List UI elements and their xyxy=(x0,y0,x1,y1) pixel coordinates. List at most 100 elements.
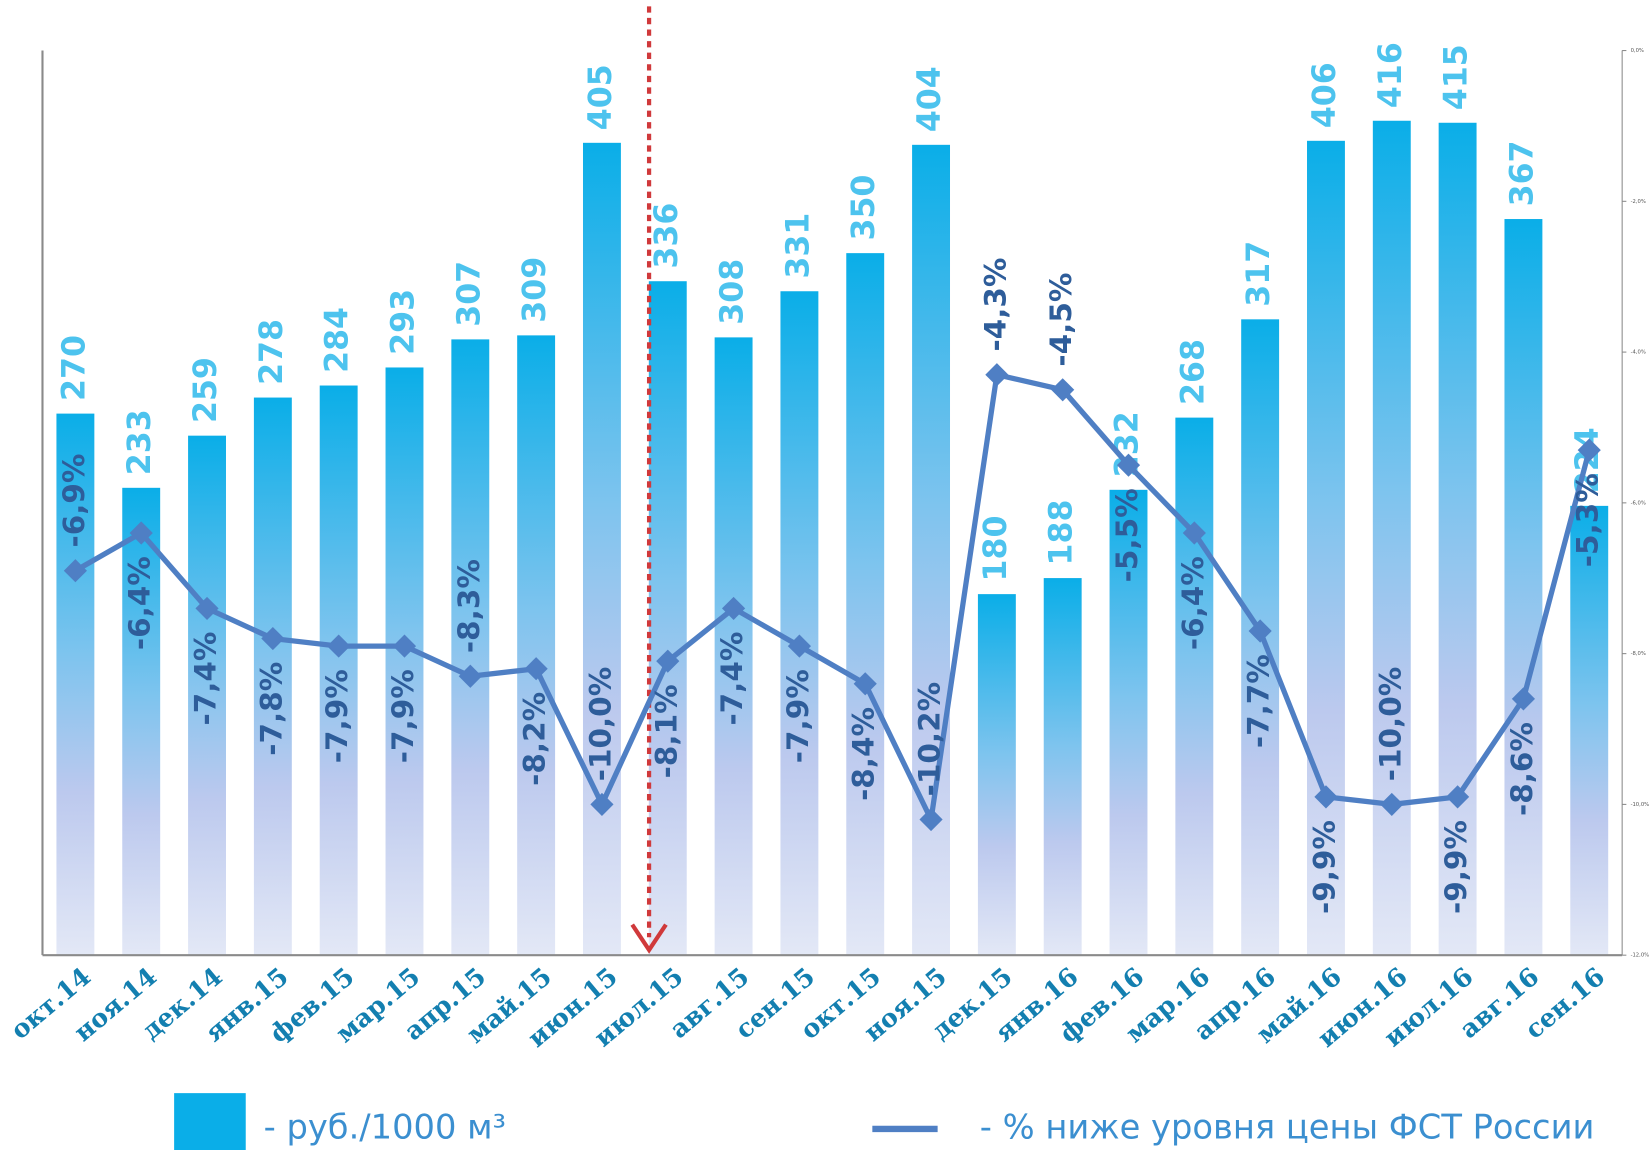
line-value-label: -7,9% xyxy=(386,669,420,763)
line-value-label: -5,5% xyxy=(1110,488,1144,582)
bar-value-label: 180 xyxy=(978,516,1014,582)
bar xyxy=(188,435,226,956)
y2-tick-label: -10,0% xyxy=(1631,802,1650,808)
line-marker xyxy=(656,649,680,673)
bar xyxy=(122,487,161,956)
y2-tick-label: -6,0% xyxy=(1631,500,1646,506)
bar-value-label: 284 xyxy=(320,307,356,373)
line-value-label: -9,9% xyxy=(1439,820,1473,914)
marker-arrow xyxy=(630,923,668,954)
bar-value-label: 367 xyxy=(1504,140,1540,206)
bar-value-label: 233 xyxy=(122,409,158,475)
bar-value-label: 309 xyxy=(517,257,553,323)
line-marker xyxy=(524,657,548,681)
line xyxy=(74,372,1592,823)
line-value-label: -8,4% xyxy=(847,707,881,801)
line-marker xyxy=(919,807,943,832)
bar xyxy=(714,337,753,956)
line-marker xyxy=(1051,378,1075,402)
line-value-label: -10,2% xyxy=(913,682,947,796)
line-value-label: -4,3% xyxy=(978,258,1012,352)
bar-value-label: 270 xyxy=(56,335,92,401)
bar-value-label: 406 xyxy=(1307,62,1343,128)
bar-value-label: 293 xyxy=(385,289,421,355)
bar xyxy=(1307,140,1345,956)
bar-value-label: 278 xyxy=(254,319,290,385)
bar-value-label: 405 xyxy=(583,64,619,130)
line-value-label: -7,4% xyxy=(189,632,223,726)
bar xyxy=(582,142,621,956)
y2-tick-label: -2,0% xyxy=(1631,199,1646,205)
line-value-label: -7,7% xyxy=(1242,654,1276,748)
bar xyxy=(648,281,687,956)
bar-value-label: 416 xyxy=(1373,42,1409,108)
line-value-label: -7,8% xyxy=(254,662,288,756)
line-value-label: -8,6% xyxy=(1505,722,1539,816)
line-value-label: -8,1% xyxy=(649,684,683,778)
bar xyxy=(1438,122,1477,956)
line-value-label: -7,4% xyxy=(715,632,749,726)
line-value-label: -7,9% xyxy=(320,669,354,763)
bar-value-label: 331 xyxy=(780,213,816,279)
bar xyxy=(977,594,1016,956)
bar xyxy=(780,291,819,956)
bar-value-label: 308 xyxy=(715,259,751,325)
line-marker xyxy=(458,664,482,688)
bar-value-label: 268 xyxy=(1175,339,1211,405)
bar-value-label: 415 xyxy=(1439,44,1475,110)
bar xyxy=(385,367,424,956)
y2-tick-label: 0,0% xyxy=(1631,48,1644,54)
line-marker xyxy=(327,634,351,658)
line-marker xyxy=(1314,785,1338,809)
line-marker xyxy=(129,521,153,545)
bar xyxy=(912,144,951,956)
y2-tick-label: -4,0% xyxy=(1631,350,1646,356)
bar xyxy=(1504,219,1543,956)
line-value-label: -10,0% xyxy=(1373,667,1407,781)
line-value-label: -6,4% xyxy=(123,556,157,650)
bar xyxy=(319,385,358,956)
line-marker xyxy=(1248,619,1272,643)
bar-value-label: 188 xyxy=(1044,500,1080,566)
line-value-label: -8,2% xyxy=(518,692,552,786)
bar xyxy=(1175,417,1214,956)
bar-value-label: 350 xyxy=(846,175,882,241)
y2-tick-label: -8,0% xyxy=(1631,651,1646,657)
line-marker xyxy=(853,672,877,696)
bar xyxy=(1372,120,1411,956)
legend-label: - % ниже уровня цены ФСТ России xyxy=(980,1107,1595,1146)
line-marker xyxy=(1116,453,1141,477)
line-marker xyxy=(1511,687,1536,711)
line-marker xyxy=(787,634,811,658)
line-marker xyxy=(63,559,87,583)
bar xyxy=(451,339,490,956)
bar xyxy=(56,413,95,956)
line-value-label: -6,9% xyxy=(57,454,91,548)
line-value-label: -7,9% xyxy=(781,669,815,763)
bar xyxy=(1109,489,1148,956)
legend-swatch-bar xyxy=(174,1093,246,1150)
legend-label: - руб./1000 м³ xyxy=(264,1107,506,1146)
line-marker xyxy=(1182,521,1206,545)
line-value-label: -10,0% xyxy=(583,667,617,781)
line-value-label: -5,3% xyxy=(1571,473,1605,567)
bar-value-label: 336 xyxy=(649,203,685,269)
line-marker xyxy=(985,363,1009,387)
bar-value-label: 307 xyxy=(451,261,487,327)
bar xyxy=(1570,505,1609,956)
y2-tick-label: -12,0% xyxy=(1631,953,1650,959)
bar xyxy=(253,397,292,956)
line-value-label: -4,5% xyxy=(1044,273,1078,367)
bar-value-label: 259 xyxy=(188,357,224,423)
line-value-label: -8,3% xyxy=(452,559,486,653)
line-value-label: -6,4% xyxy=(1176,556,1210,650)
line-value-label: -9,9% xyxy=(1307,820,1341,914)
bar-value-label: 317 xyxy=(1241,241,1277,307)
bar xyxy=(517,335,556,956)
bar-value-label: 404 xyxy=(912,66,948,132)
bar xyxy=(1043,578,1082,956)
bar xyxy=(846,253,885,956)
line-marker xyxy=(1446,785,1470,809)
